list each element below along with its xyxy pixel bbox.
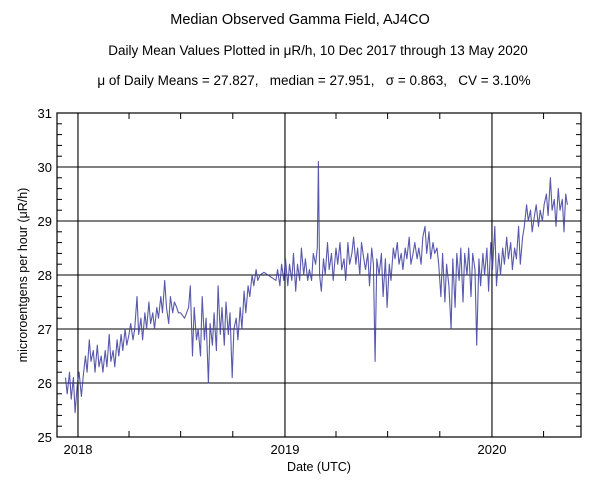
y-tick-label: 28: [38, 268, 52, 283]
chart-subtitle: Daily Mean Values Plotted in μR/h, 10 De…: [108, 43, 528, 58]
y-tick-label: 25: [38, 430, 52, 445]
y-tick-label: 30: [38, 160, 52, 175]
plot-frame: [56, 112, 582, 438]
chart-stats: μ of Daily Means = 27.827, median = 27.9…: [97, 73, 530, 88]
x-tick-labels: 2018 2019 2020: [64, 442, 507, 457]
y-tick-label: 31: [38, 106, 52, 121]
chart-title: Median Observed Gamma Field, AJ4CO: [170, 12, 430, 28]
y-tick-label: 27: [38, 322, 52, 337]
gridlines: [57, 112, 581, 438]
x-tick-label: 2018: [64, 442, 93, 457]
y-tick-labels: 25 26 27 28 29 30 31: [38, 106, 52, 445]
x-axis-label: Date (UTC): [287, 460, 351, 474]
y-tick-label: 29: [38, 214, 52, 229]
x-tick-label: 2019: [271, 442, 300, 457]
y-axis-label: microroentgens per hour (μR/h): [16, 188, 30, 363]
series-line: [64, 161, 568, 414]
minor-ticks: [57, 113, 581, 437]
x-tick-label: 2020: [478, 442, 507, 457]
y-tick-label: 26: [38, 376, 52, 391]
